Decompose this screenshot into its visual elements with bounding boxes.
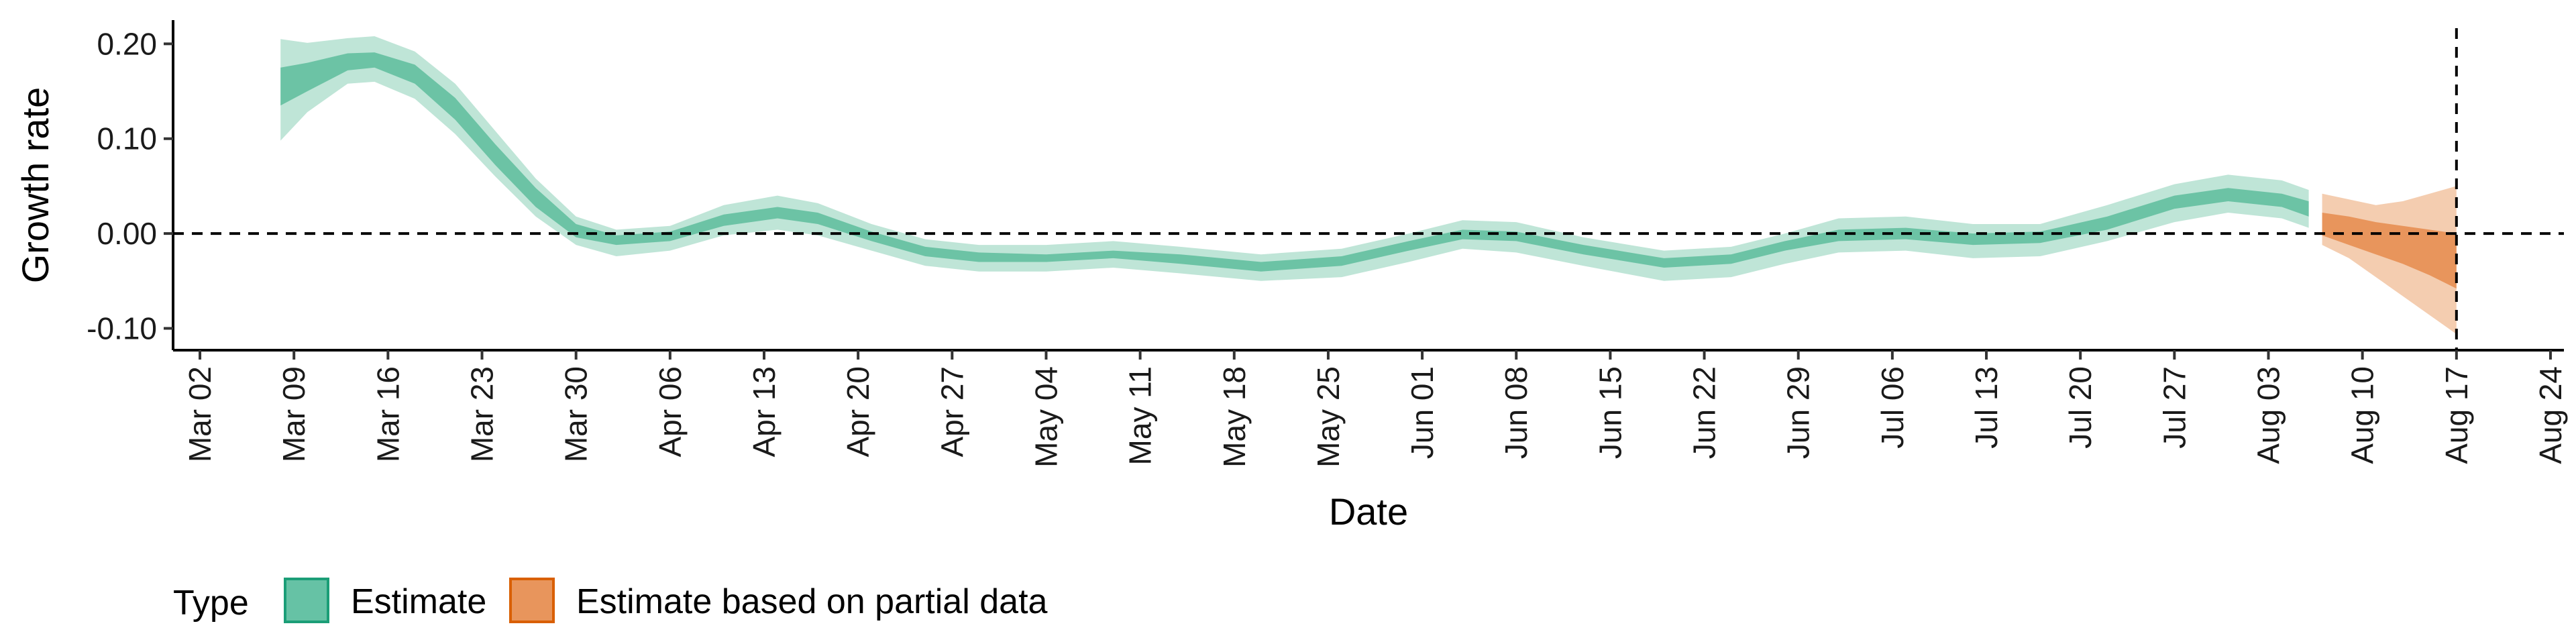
y-axis-title: Growth rate	[14, 87, 56, 284]
x-tick-label: May 04	[1028, 366, 1063, 468]
x-tick-label: Jun 22	[1687, 366, 1722, 459]
reference-lines	[173, 28, 2564, 350]
band-outer-estimate	[280, 36, 2309, 281]
x-tick-label: Apr 27	[934, 366, 969, 458]
y-tick-label: 0.10	[97, 121, 157, 156]
x-tick-label: Jul 06	[1875, 366, 1910, 449]
x-tick-label: Apr 13	[747, 366, 782, 458]
x-tick-label: Aug 17	[2439, 366, 2474, 464]
x-tick-label: Mar 16	[370, 366, 405, 462]
legend: Type Estimate Estimate based on partial …	[173, 578, 1048, 623]
x-tick-label: Aug 10	[2345, 366, 2380, 464]
x-tick-label: Jul 20	[2063, 366, 2098, 449]
legend-title: Type	[173, 584, 249, 623]
x-tick-label: Mar 30	[559, 366, 594, 462]
x-tick-label: Mar 23	[465, 366, 500, 462]
y-tick-label: -0.10	[87, 311, 157, 345]
y-tick-label: 0.00	[97, 216, 157, 251]
legend-label-partial-data: Estimate based on partial data	[576, 582, 1048, 621]
axes	[172, 20, 2564, 352]
legend-label-estimate: Estimate	[351, 582, 486, 621]
x-tick-label: Jun 01	[1405, 366, 1440, 459]
x-tick-label: Jun 29	[1781, 366, 1816, 459]
x-tick-label: Jul 27	[2157, 366, 2192, 449]
legend-key-partial-data	[509, 578, 555, 623]
x-tick-label: May 25	[1311, 366, 1346, 468]
y-tick-label: 0.20	[97, 26, 157, 61]
x-tick-label: May 18	[1217, 366, 1252, 468]
band-inner-partial-data	[2322, 213, 2457, 289]
x-tick-label: Aug 24	[2533, 366, 2568, 464]
x-tick-label: Apr 06	[653, 366, 688, 458]
y-axis-ticks: 0.20 0.10 0.00 -0.10	[87, 26, 173, 345]
x-tick-label: Jun 15	[1593, 366, 1627, 459]
legend-key-estimate	[284, 578, 329, 623]
x-tick-label: May 11	[1123, 366, 1158, 465]
x-axis-title: Date	[1329, 490, 1408, 533]
x-tick-label: Jul 13	[1969, 366, 2004, 449]
x-tick-label: Aug 03	[2251, 366, 2286, 464]
x-tick-label: Mar 02	[182, 366, 217, 462]
x-tick-label: Jun 08	[1499, 366, 1534, 459]
estimate-bands	[280, 36, 2457, 334]
x-axis-ticks: Mar 02 Mar 09 Mar 16 Mar 23 Mar 30 Apr 06 Apr …	[182, 350, 2568, 468]
band-inner-estimate	[280, 52, 2309, 272]
x-tick-label: Apr 20	[841, 366, 875, 458]
x-tick-label: Mar 09	[276, 366, 311, 462]
